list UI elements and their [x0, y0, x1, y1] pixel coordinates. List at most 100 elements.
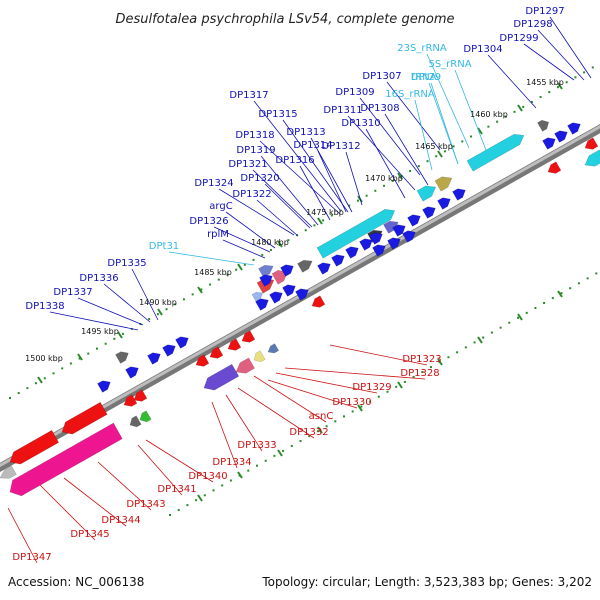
gene-tracks: [0, 119, 600, 497]
forward-gene-glyph: [259, 274, 273, 287]
label-leader-line: [39, 484, 96, 541]
reverse-gene-glyph: [209, 346, 224, 359]
scale-dot: [339, 209, 342, 212]
scale-dot: [177, 509, 180, 512]
gene-label: DP1319: [236, 145, 275, 156]
scale-dot: [282, 449, 285, 452]
gene-label: 16S_rRNA: [385, 89, 435, 100]
gene-glyph: [267, 343, 280, 354]
gene-label: DPt31: [149, 241, 179, 252]
scale-tick: [557, 290, 563, 298]
label-leader-line: [168, 251, 255, 266]
forward-gene-glyph: [295, 288, 309, 301]
scale-dot: [456, 351, 459, 354]
gene-label: 23S_rRNA: [397, 43, 447, 54]
scale-tick: [477, 336, 483, 344]
scale-dot: [577, 282, 580, 285]
gene-label: DP1329: [352, 382, 391, 393]
gene-label: DP1335: [107, 258, 146, 269]
rrna-16s-glyph: [316, 209, 396, 259]
forward-gene-glyph: [255, 298, 269, 311]
label-leader-line: [63, 477, 127, 527]
forward-gene-glyph: [542, 137, 556, 150]
scale-dot: [525, 311, 528, 314]
scale-label: 1465 kbp: [415, 142, 453, 151]
scale-dot: [487, 125, 490, 128]
label-leader-line: [267, 379, 358, 409]
gene-label: DP1344: [101, 515, 140, 526]
scale-dot: [304, 229, 307, 232]
gene-glyph: [253, 350, 266, 363]
scale-tick: [197, 494, 203, 502]
scale-tick: [397, 381, 403, 389]
scale-dot: [499, 326, 502, 329]
scale-dot: [369, 400, 372, 403]
gene-glyph: [434, 176, 453, 192]
label-leader-line: [211, 401, 238, 469]
scale-dot: [343, 415, 346, 418]
gene-label: DP1332: [289, 427, 328, 438]
scale-dot: [574, 76, 577, 79]
label-leader-line: [97, 461, 152, 511]
rrna-23s-glyph: [466, 133, 525, 172]
gene-label: DP1313: [286, 127, 325, 138]
label-leader-line: [264, 183, 311, 229]
label-leader-line: [252, 169, 313, 228]
gene-label: DP1330: [332, 397, 371, 408]
scale-tick: [397, 172, 403, 180]
label-leader-line: [237, 387, 315, 439]
gene-label: DP1317: [229, 90, 268, 101]
forward-gene-glyph: [422, 206, 436, 219]
label-leader-line: [523, 43, 575, 81]
gene-label: DP1340: [188, 471, 227, 482]
scale-tick: [437, 358, 443, 366]
scale-label: 1500 kbp: [25, 354, 63, 363]
forward-gene-glyph: [392, 224, 406, 237]
scale-tick: [37, 376, 43, 384]
scale-tick: [197, 286, 203, 294]
gene-label: DP1308: [360, 103, 399, 114]
scale-dot: [322, 219, 325, 222]
gene-label: DPt29: [411, 72, 441, 83]
gene-label: DP1336: [79, 273, 118, 284]
label-leader-line: [145, 439, 214, 483]
scale-dot: [325, 425, 328, 428]
scale-dot: [256, 464, 259, 467]
reverse-gene-glyph: [547, 161, 562, 174]
scale-dot: [203, 494, 206, 497]
gene-label: DP1314: [293, 140, 332, 151]
scale-dot: [482, 336, 485, 339]
scale-tick: [277, 449, 283, 457]
gene-label: rplM: [207, 229, 229, 240]
reverse-gene-glyph: [227, 338, 242, 351]
forward-gene-glyph: [402, 230, 416, 243]
label-leader-line: [253, 375, 327, 423]
label-leader-line: [365, 128, 406, 199]
forward-gene-glyph: [359, 238, 373, 251]
scale-dot: [591, 66, 594, 69]
forward-gene-glyph: [452, 188, 466, 201]
label-leader-line: [487, 54, 537, 109]
scale-dot: [430, 366, 433, 369]
label-leader-line: [103, 283, 151, 323]
scale-dot: [530, 100, 533, 103]
reverse-gene-glyph: [9, 422, 123, 497]
scale-dot: [395, 385, 398, 388]
scale-dot: [165, 308, 168, 311]
gene-label: DP1304: [463, 44, 502, 55]
gene-label: DP1324: [194, 178, 233, 189]
reverse-gene-glyph: [9, 429, 60, 465]
label-leader-line: [253, 100, 341, 211]
scale-dot: [539, 96, 542, 99]
gene-glyph: [129, 415, 142, 428]
scale-dot: [9, 397, 11, 399]
forward-gene-glyph: [437, 197, 451, 210]
topology-text: Topology: circular; Length: 3,523,383 bp…: [261, 575, 592, 589]
scale-label: 1455 kbp: [526, 78, 564, 87]
gene-label: DP1326: [189, 216, 228, 227]
gene-glyph: [383, 220, 399, 234]
label-leader-line: [225, 211, 276, 249]
scale-dot: [87, 352, 90, 355]
gene-label: DP1321: [228, 159, 267, 170]
